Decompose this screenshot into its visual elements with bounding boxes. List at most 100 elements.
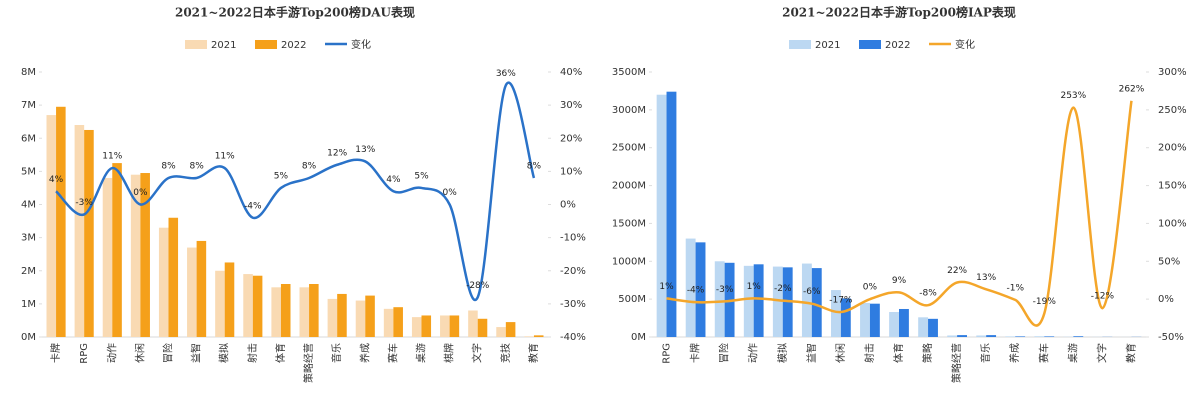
bar — [280, 284, 291, 337]
y2-tick-label: -20% — [560, 266, 586, 277]
value-label: -12% — [1091, 292, 1115, 302]
bar — [918, 317, 929, 337]
y2-tick-label: 200% — [1158, 143, 1187, 154]
legend-swatch — [185, 40, 207, 49]
value-label: 8% — [302, 162, 317, 172]
y2-tick-label: -10% — [560, 233, 586, 244]
y-tick-label: 5M — [21, 166, 36, 177]
bar — [215, 270, 225, 337]
y-tick-label: 8M — [21, 67, 36, 78]
chart: 2021~2022日本手游Top200榜IAP表现 0M 500M 1000M 1500… — [612, 5, 1187, 384]
value-label: 8% — [161, 162, 176, 172]
bar — [383, 308, 394, 337]
chart-title: 2021~2022日本手游Top200榜DAU表现 — [175, 5, 415, 20]
bar — [1005, 336, 1016, 337]
bar — [811, 268, 822, 337]
x-tick-label: 养成 — [358, 343, 371, 363]
value-label: -17% — [829, 296, 853, 306]
x-tick-label: 模拟 — [776, 343, 789, 363]
x-tick-label: 竞技 — [499, 343, 512, 363]
x-tick-label: 休闲 — [834, 343, 847, 363]
bar — [533, 335, 544, 337]
bar — [187, 247, 197, 337]
bar — [947, 335, 958, 337]
x-tick-label: 教育 — [1124, 343, 1137, 363]
bar — [840, 298, 851, 337]
value-label: -19% — [1033, 297, 1057, 307]
bar — [1034, 336, 1045, 337]
value-label: 22% — [947, 266, 967, 276]
x-tick-label: 射击 — [247, 343, 259, 363]
bar — [309, 284, 319, 337]
x-tick-label: 冒险 — [162, 343, 175, 363]
bar — [158, 227, 169, 337]
x-tick-label: 养成 — [1008, 343, 1021, 363]
bar — [449, 315, 460, 337]
y-tick-label: 4M — [21, 200, 36, 211]
bar — [243, 274, 253, 337]
y-tick-label: 2M — [21, 266, 36, 277]
value-label: 1% — [659, 282, 674, 292]
bar — [666, 91, 677, 337]
bar — [928, 318, 938, 337]
value-label: 0% — [133, 188, 148, 198]
bar — [299, 287, 310, 337]
y2-tick-label: 0% — [560, 200, 576, 211]
x-tick-label: 益智 — [190, 343, 203, 363]
bar — [496, 327, 506, 337]
value-label: 13% — [355, 145, 375, 155]
x-tick-label: 桌游 — [415, 343, 428, 363]
x-tick-label: 卡牌 — [49, 343, 62, 363]
bar — [753, 264, 764, 337]
y-tick-label: 0M — [21, 332, 36, 343]
x-tick-label: 教育 — [527, 343, 540, 363]
y-tick-label: 3000M — [612, 105, 646, 116]
bar — [196, 240, 207, 337]
watermark: 头条 @罗斯基 — [1091, 369, 1186, 387]
x-tick-label: 策略经营 — [950, 343, 963, 383]
x-tick-label: 卡牌 — [689, 343, 702, 363]
y2-tick-label: 0% — [1158, 294, 1174, 305]
value-label: -4% — [244, 201, 262, 211]
bar — [56, 106, 66, 337]
value-label: 11% — [215, 152, 235, 162]
value-label: 0% — [863, 283, 878, 293]
x-tick-label: 文字 — [471, 343, 484, 363]
value-label: 4% — [49, 175, 64, 185]
x-tick-label: 益智 — [805, 343, 818, 363]
value-label: 8% — [189, 162, 204, 172]
bar — [976, 335, 987, 337]
value-label: 36% — [496, 69, 516, 79]
x-tick-label: 棋牌 — [443, 343, 456, 363]
line — [55, 81, 536, 302]
legend-label: 2021 — [211, 40, 236, 51]
bar — [112, 163, 122, 337]
value-label: -4% — [687, 286, 705, 296]
bar — [365, 295, 375, 337]
bar — [1044, 336, 1055, 337]
bar — [102, 178, 113, 337]
bar — [656, 94, 667, 337]
y-tick-label: 500M — [618, 294, 646, 305]
value-label: 253% — [1060, 91, 1086, 101]
bar — [524, 336, 534, 337]
value-label: 0% — [442, 188, 457, 198]
x-tick-label: 文字 — [1095, 343, 1108, 363]
x-tick-label: 桌游 — [1066, 343, 1079, 363]
legend-label: 2021 — [815, 40, 840, 51]
bar — [685, 238, 696, 337]
x-tick-label: RPG — [79, 343, 90, 364]
y-tick-label: 2000M — [612, 181, 646, 192]
value-label: 9% — [892, 276, 907, 286]
legend-swatch — [255, 40, 277, 49]
value-label: 5% — [414, 171, 429, 181]
bar — [140, 173, 150, 337]
value-label: 4% — [386, 175, 401, 185]
value-label: 5% — [274, 171, 289, 181]
bar — [986, 335, 997, 337]
y-tick-label: 2500M — [612, 143, 646, 154]
x-tick-label: 音乐 — [979, 343, 992, 363]
chart: 2021~2022日本手游Top200榜DAU表现 0M 1M 2M 3M 4M 5M 6M 7… — [21, 5, 586, 384]
x-tick-label: 体育 — [274, 343, 287, 363]
value-label: -2% — [774, 284, 792, 294]
